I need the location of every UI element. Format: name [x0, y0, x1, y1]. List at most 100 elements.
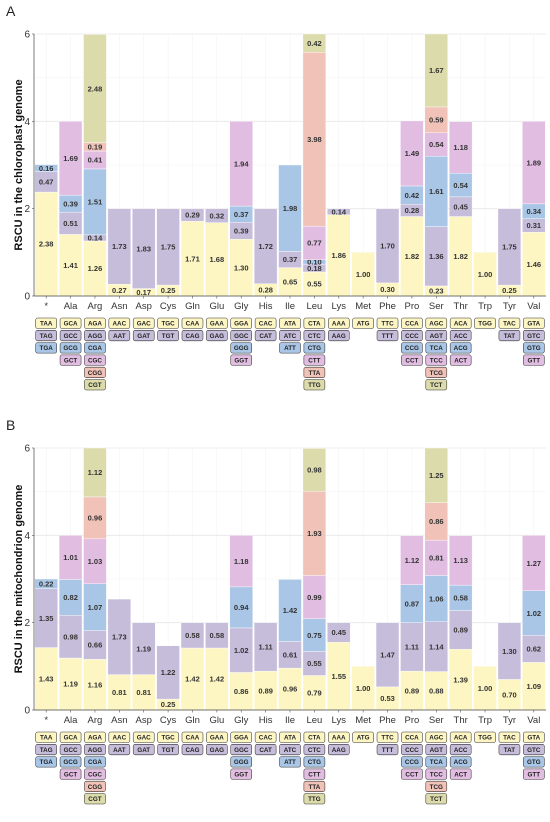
codon-box-frame: [498, 330, 521, 342]
bar-segment: [58, 535, 83, 580]
codon-label: AGG: [88, 333, 102, 340]
codon-label: GCA: [64, 735, 78, 742]
codon-label: ACG: [454, 345, 468, 352]
x-tick-label: Arg: [88, 715, 103, 726]
codon-box-TAT: TAT: [498, 330, 521, 342]
codon-box-AAA: AAA: [327, 731, 350, 743]
segment-value-label: 1.47: [380, 650, 395, 659]
codon-label: GCC: [64, 333, 78, 340]
segment-value-label: 1.94: [234, 159, 249, 168]
segment-value-label: 1.30: [234, 263, 249, 272]
codon-box-frame: [279, 330, 301, 342]
codon-box-frame: [59, 744, 82, 756]
bar-stack-Glu: 1.42 0.58: [205, 622, 229, 711]
bar-stack-Asp: 0.17 1.83: [132, 208, 156, 297]
codon-box-CTG: CTG: [303, 342, 326, 354]
codon-box-CAT: CAT: [254, 330, 277, 342]
codon-box-CAT: CAT: [254, 744, 277, 756]
codon-box-ACG: ACG: [449, 342, 472, 354]
codon-box-frame: [425, 793, 448, 805]
codon-label: GAG: [210, 747, 224, 754]
segment-value-label: 0.25: [161, 286, 176, 295]
x-tick-label: Ile: [285, 301, 295, 312]
codon-label: TGA: [40, 345, 54, 352]
bar-segment: [229, 121, 253, 207]
codon-box-frame: [376, 330, 399, 342]
codon-box-frame: [303, 379, 326, 391]
panel-label-a: A: [6, 3, 16, 19]
codon-label: GTA: [527, 735, 540, 742]
bar-segment: [83, 447, 107, 498]
bar-segment: [327, 622, 351, 643]
bar-stack-Lys: 1.55 0.45: [327, 622, 351, 711]
codon-box-frame: [35, 330, 57, 342]
codon-box-CAA: CAA: [181, 317, 204, 329]
codon-box-CAC: CAC: [254, 317, 277, 329]
codon-box-CGA: CGA: [84, 342, 106, 354]
bar-segment: [327, 208, 351, 215]
x-tick-label: Asn: [111, 715, 127, 726]
segment-value-label: 0.54: [429, 140, 444, 149]
segment-value-label: 0.25: [502, 286, 517, 295]
codon-label: AAA: [332, 735, 346, 742]
codon-box-frame: [352, 731, 374, 743]
codon-box-frame: [425, 317, 448, 329]
bar-stack-Leu: 0.55 0.180.10 0.77 3.98 0.42: [302, 33, 327, 297]
codon-box-frame: [157, 731, 179, 743]
y-tick-label: 4: [24, 531, 30, 542]
codon-box-frame: [523, 768, 545, 780]
codon-box-TGT: TGT: [157, 330, 179, 342]
segment-value-label: 1.82: [405, 252, 420, 261]
codon-box-frame: [279, 756, 301, 768]
segment-value-label: 1.75: [502, 243, 517, 252]
codon-label: TTA: [308, 370, 320, 377]
codon-box-frame: [449, 744, 472, 756]
codon-box-GGC: GGC: [230, 744, 253, 756]
segment-value-label: 0.10: [307, 258, 322, 267]
bar-segment: [34, 578, 58, 589]
segment-value-label: 1.09: [527, 682, 542, 691]
codon-box-frame: [279, 731, 301, 743]
codon-box-frame: [181, 731, 204, 743]
codon-box-TTG: TTG: [303, 793, 326, 805]
codon-box-GTC: GTC: [523, 744, 545, 756]
codon-box-GGC: GGC: [230, 330, 253, 342]
codon-box-CAG: CAG: [181, 744, 204, 756]
segment-value-label: 2.48: [88, 84, 103, 93]
codon-label: GGA: [234, 321, 249, 328]
codon-label: TAG: [40, 747, 53, 754]
codon-label: CTC: [308, 333, 321, 340]
codon-box-frame: [230, 731, 253, 743]
codon-box-frame: [35, 744, 57, 756]
codon-box-ACA: ACA: [449, 317, 472, 329]
codon-box-frame: [84, 354, 106, 366]
codon-label: TGT: [162, 747, 175, 754]
bar-stack-Met: 1.00: [351, 252, 375, 297]
codon-box-frame: [498, 744, 521, 756]
segment-value-label: 1.06: [429, 594, 444, 603]
codon-box-frame: [376, 744, 399, 756]
bar-segment: [424, 33, 448, 108]
segment-value-label: 1.43: [39, 674, 54, 683]
codon-box-frame: [303, 768, 326, 780]
codon-box-frame: [108, 744, 131, 756]
segment-value-label: 0.66: [88, 641, 103, 650]
codon-label: TCT: [430, 796, 442, 803]
codon-box-frame: [425, 342, 448, 354]
codon-box-GCG: GCG: [59, 342, 82, 354]
codon-label: TTC: [381, 735, 394, 742]
bar-segment: [253, 208, 278, 284]
codon-box-TAG: TAG: [35, 330, 57, 342]
codon-box-TTT: TTT: [376, 330, 399, 342]
segment-value-label: 0.23: [429, 287, 444, 296]
segment-value-label: 0.65: [283, 278, 298, 287]
segment-value-label: 1.49: [405, 149, 420, 158]
codon-label: GTC: [527, 747, 541, 754]
bar-stack-Ala: 1.41 0.51 0.39 1.69: [58, 121, 83, 297]
codon-label: GAG: [210, 333, 224, 340]
codon-box-GAC: GAC: [132, 317, 155, 329]
bar-segment: [156, 645, 180, 700]
codon-label: ATC: [284, 333, 297, 340]
codon-box-frame: [376, 317, 399, 329]
